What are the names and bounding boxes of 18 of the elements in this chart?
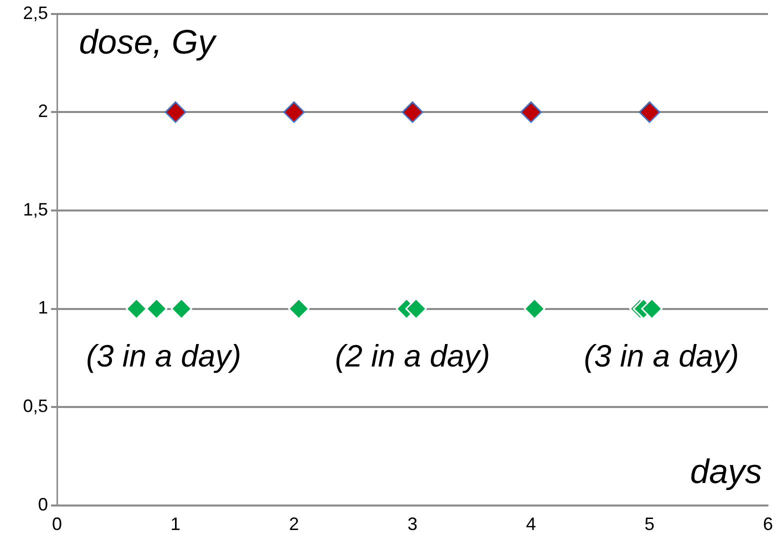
x-tick-label: 0 [52,514,62,534]
annotation: (3 in a day) [86,338,242,374]
x-axis-title: days [690,452,762,491]
y-axis-title: dose, Gy [79,23,218,62]
annotation: (3 in a day) [584,338,739,374]
x-tick-label: 5 [644,514,655,534]
y-tick-label: 2 [38,101,48,122]
x-tick-label: 1 [170,514,181,534]
y-tick-label: 0 [38,494,48,514]
y-tick-label: 1,5 [22,199,48,220]
y-tick-label: 1 [38,298,48,318]
x-tick-label: 2 [289,514,300,534]
x-tick-label: 3 [408,514,418,534]
y-tick-label: 0,5 [22,396,48,416]
x-tick-label: 4 [526,514,536,534]
x-tick-label: 6 [762,514,774,534]
y-tick-label: 2,5 [22,2,48,23]
annotation: (2 in a day) [334,338,490,374]
